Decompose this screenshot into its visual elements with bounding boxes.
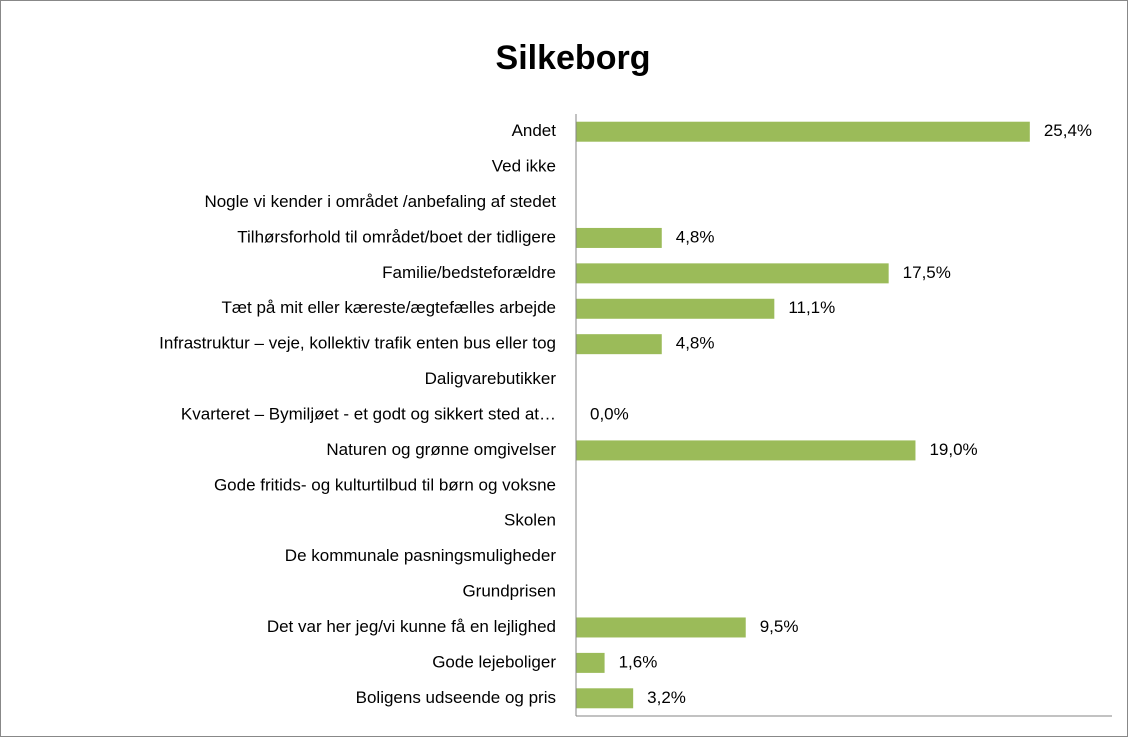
data-label: 19,0% <box>929 440 977 459</box>
y-tick-label: Gode fritids- og kulturtilbud til børn o… <box>214 475 556 494</box>
bar <box>576 227 662 248</box>
data-label: 4,8% <box>676 227 715 246</box>
bar <box>576 334 662 355</box>
bar <box>576 440 916 461</box>
y-tick-label: Tæt på mit eller kæreste/ægtefælles arbe… <box>222 298 556 317</box>
data-label: 3,2% <box>647 688 686 707</box>
y-tick-label: Kvarteret – Bymiljøet - et godt og sikke… <box>181 404 556 423</box>
y-tick-label: Andet <box>512 121 557 140</box>
bar <box>576 298 775 319</box>
y-tick-label: Boligens udseende og pris <box>356 688 556 707</box>
bar <box>576 121 1030 142</box>
bar <box>576 263 889 284</box>
data-label: 4,8% <box>676 334 715 353</box>
bar <box>576 652 605 673</box>
y-tick-label: Familie/bedsteforældre <box>382 263 556 282</box>
data-label: 11,1% <box>788 298 835 317</box>
chart-title: Silkeborg <box>496 39 651 77</box>
data-label: 17,5% <box>903 263 951 282</box>
y-tick-label: Det var her jeg/vi kunne få en lejlighed <box>267 617 556 636</box>
data-label: 0,0% <box>590 404 629 423</box>
data-label: 25,4% <box>1044 121 1092 140</box>
data-label: 9,5% <box>760 617 799 636</box>
y-tick-label: Gode lejeboliger <box>432 652 556 671</box>
y-tick-label: Nogle vi kender i området /anbefaling af… <box>204 192 556 211</box>
y-tick-label: Naturen og grønne omgivelser <box>326 440 556 459</box>
y-tick-label: Infrastruktur – veje, kollektiv trafik e… <box>159 334 556 353</box>
y-tick-label: Daligvarebutikker <box>425 369 557 388</box>
y-tick-label: Tilhørsforhold til området/boet der tidl… <box>237 227 556 246</box>
bar <box>576 688 634 709</box>
y-tick-label: Grundprisen <box>462 582 556 601</box>
y-tick-label: Ved ikke <box>492 157 556 176</box>
bar <box>576 617 746 638</box>
y-tick-label: De kommunale pasningsmuligheder <box>285 546 557 565</box>
data-label: 1,6% <box>619 652 658 671</box>
y-tick-label: Skolen <box>504 511 556 530</box>
